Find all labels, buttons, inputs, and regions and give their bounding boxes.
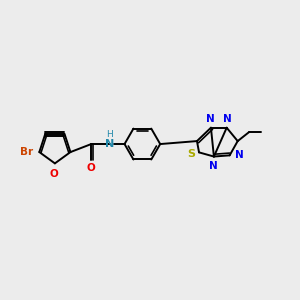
Text: H: H	[106, 130, 113, 139]
Text: N: N	[235, 150, 244, 160]
Text: N: N	[206, 113, 214, 124]
Text: N: N	[209, 161, 218, 171]
Text: Br: Br	[20, 147, 33, 157]
Text: N: N	[105, 139, 114, 149]
Text: O: O	[49, 169, 58, 179]
Text: S: S	[188, 149, 196, 159]
Text: N: N	[223, 113, 232, 124]
Text: O: O	[87, 164, 96, 173]
